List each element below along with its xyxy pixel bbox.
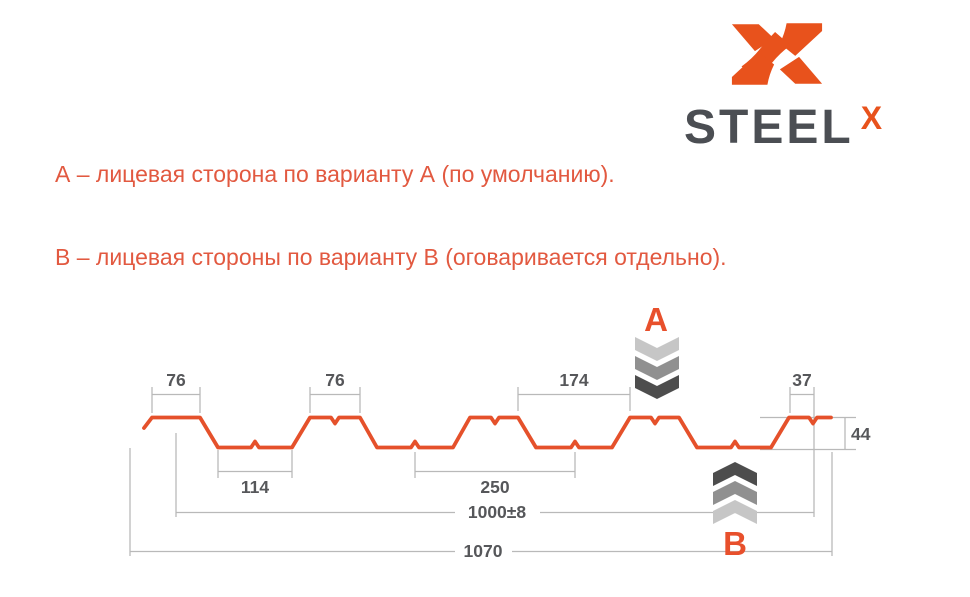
- dim-lines-useful-width: [175, 387, 815, 517]
- brand-sup-x: X: [860, 100, 883, 136]
- logo-piece-bottom-left: [731, 52, 775, 85]
- chevron-up-icon: [713, 500, 757, 524]
- chevron-up-icon: [713, 462, 757, 486]
- steelx-logo-icon: [731, 23, 823, 85]
- dim-lines-module: [414, 452, 576, 478]
- side-b-label: B: [723, 525, 747, 562]
- dim-label-crest2: 76: [325, 370, 345, 390]
- side-b-chevrons: [713, 462, 757, 524]
- side-a-chevrons: [635, 337, 679, 399]
- dim-lines-overall-width: [129, 448, 833, 556]
- dim-label-overall-width: 1070: [464, 541, 503, 561]
- logo-piece-top-left: [731, 24, 775, 52]
- logo-x-mark: [731, 23, 823, 85]
- dim-lines-valley: [217, 450, 293, 478]
- dim-lines-edge-crest: [789, 387, 814, 413]
- chevron-up-icon: [713, 481, 757, 505]
- note-variant-b: В – лицевая стороны по варианту В (огова…: [55, 244, 727, 270]
- chevron-down-icon: [635, 375, 679, 399]
- dim-lines-top-opening: [517, 387, 631, 411]
- dim-label-edge-crest: 37: [792, 370, 811, 390]
- dimension-lines: [129, 387, 856, 556]
- brand-wordmark: STEEL X: [684, 100, 883, 154]
- brand-text: STEEL: [684, 101, 854, 154]
- dim-label-useful-width: 1000±8: [468, 502, 527, 522]
- chevron-down-icon: [635, 356, 679, 380]
- profile-cross-section: [142, 415, 833, 450]
- dim-label-valley: 114: [241, 477, 269, 497]
- dim-label-module: 250: [480, 477, 509, 497]
- side-a-label: A: [644, 301, 668, 338]
- logo-piece-bottom-right: [779, 56, 823, 84]
- note-variant-a: А – лицевая сторона по варианту А (по ум…: [55, 161, 615, 187]
- dim-lines-crest2: [309, 387, 361, 413]
- dim-lines-crest1: [151, 387, 201, 413]
- logo-piece-top-right: [779, 23, 823, 56]
- dim-label-top-opening: 174: [559, 370, 588, 390]
- chevron-down-icon: [635, 337, 679, 361]
- dim-label-crest1: 76: [166, 370, 186, 390]
- steelx-logo: STEEL X: [684, 20, 944, 154]
- dim-label-height: 44: [851, 424, 871, 444]
